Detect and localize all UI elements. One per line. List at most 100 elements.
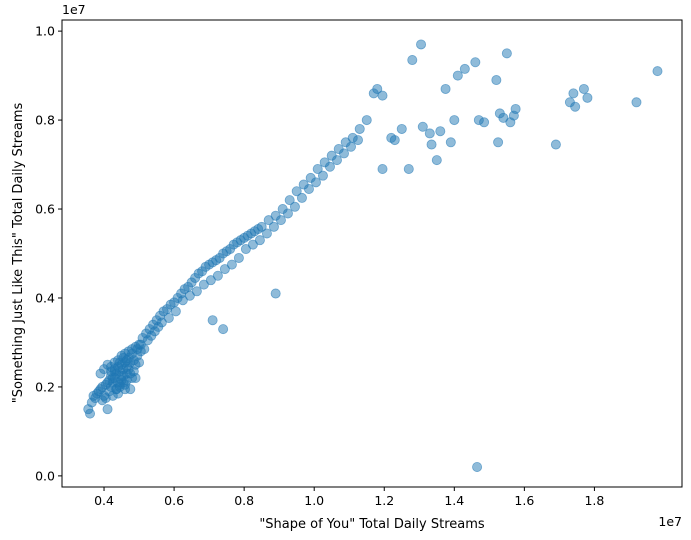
- data-point: [268, 221, 279, 232]
- y-tick-label: 0.4: [35, 290, 55, 305]
- data-point: [218, 324, 229, 335]
- data-point: [331, 155, 342, 166]
- data-point: [501, 48, 512, 59]
- data-point: [338, 148, 349, 159]
- data-point: [106, 366, 117, 377]
- data-point: [116, 370, 127, 381]
- data-point: [510, 103, 521, 114]
- data-point: [472, 461, 483, 472]
- data-point: [247, 239, 258, 250]
- data-point: [291, 186, 302, 197]
- data-point: [121, 355, 132, 366]
- plot-area: [83, 39, 663, 472]
- data-point: [212, 270, 223, 281]
- data-point: [568, 88, 579, 99]
- x-offset-label: 1e7: [658, 514, 682, 529]
- data-point: [135, 339, 146, 350]
- data-point: [354, 123, 365, 134]
- y-tick-label: 0.2: [35, 379, 55, 394]
- data-point: [345, 141, 356, 152]
- x-tick-label: 0.6: [164, 493, 184, 508]
- y-axis-label: "Something Just Like This" Total Daily S…: [11, 103, 26, 404]
- data-point: [431, 155, 442, 166]
- data-point: [177, 295, 188, 306]
- y-tick-label: 0.8: [35, 113, 55, 128]
- data-point: [163, 312, 174, 323]
- x-tick-label: 0.8: [234, 493, 254, 508]
- data-point: [470, 57, 481, 68]
- data-point: [254, 235, 265, 246]
- data-point: [440, 83, 451, 94]
- axes-frame: [61, 19, 683, 488]
- data-point: [445, 137, 456, 148]
- data-point: [570, 101, 581, 112]
- data-point: [407, 55, 418, 66]
- y-axis-ticks: 0.0 0.2 0.4 0.6 0.8 1.0: [35, 24, 62, 483]
- x-axis-ticks: 0.4 0.6 0.8 1.0 1.2 1.4 1.6 1.8: [94, 487, 604, 508]
- x-axis-label: "Shape of You" Total Daily Streams: [259, 517, 485, 532]
- data-point: [198, 279, 209, 290]
- data-point: [479, 117, 490, 128]
- data-point: [282, 208, 293, 219]
- data-point: [372, 83, 383, 94]
- y-tick-label: 0.6: [35, 202, 55, 217]
- data-point: [284, 195, 295, 206]
- data-point: [125, 384, 136, 395]
- data-point: [207, 315, 218, 326]
- data-point: [550, 139, 561, 150]
- data-point: [233, 252, 244, 263]
- data-point: [296, 192, 307, 203]
- data-point: [170, 306, 181, 317]
- data-point: [312, 163, 323, 174]
- y-tick-label: 0.0: [35, 468, 55, 483]
- data-point: [102, 377, 113, 388]
- data-point: [582, 92, 593, 103]
- data-point: [452, 70, 463, 81]
- data-point: [303, 184, 314, 195]
- data-point: [377, 90, 388, 101]
- data-point: [226, 259, 237, 270]
- x-tick-label: 1.8: [584, 493, 604, 508]
- data-point: [263, 215, 274, 226]
- data-point: [403, 163, 414, 174]
- data-point: [578, 83, 589, 94]
- data-point: [130, 373, 141, 384]
- data-point: [352, 135, 363, 146]
- data-point: [377, 163, 388, 174]
- data-point: [205, 275, 216, 286]
- data-point: [361, 115, 372, 126]
- data-point: [102, 404, 113, 415]
- data-point: [261, 228, 272, 239]
- data-point: [256, 221, 267, 232]
- data-point: [317, 170, 328, 181]
- data-point: [275, 215, 286, 226]
- data-point: [289, 201, 300, 212]
- x-tick-label: 1.4: [444, 493, 464, 508]
- data-point: [631, 97, 642, 108]
- data-point: [396, 123, 407, 134]
- data-point: [240, 244, 251, 255]
- data-point: [270, 288, 281, 299]
- data-point: [493, 137, 504, 148]
- data-points: [83, 39, 663, 472]
- data-point: [417, 121, 428, 132]
- data-point: [424, 128, 435, 139]
- y-offset-label: 1e7: [62, 2, 86, 17]
- data-point: [85, 408, 96, 419]
- data-point: [435, 126, 446, 137]
- data-point: [498, 112, 509, 123]
- data-point: [184, 290, 195, 301]
- data-point: [459, 63, 470, 74]
- data-point: [416, 39, 427, 50]
- x-tick-label: 1.2: [374, 493, 394, 508]
- data-point: [324, 161, 335, 172]
- data-point: [449, 115, 460, 126]
- data-point: [389, 135, 400, 146]
- data-point: [426, 139, 437, 150]
- data-point: [652, 66, 663, 77]
- y-tick-label: 1.0: [35, 24, 55, 39]
- data-point: [491, 75, 502, 86]
- data-point: [310, 177, 321, 188]
- x-tick-label: 0.4: [94, 493, 114, 508]
